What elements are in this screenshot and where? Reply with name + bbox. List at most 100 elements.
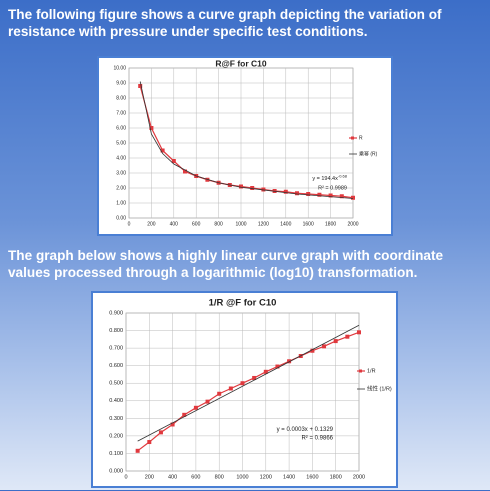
equation-base: y = 0.0003x + 0.1329 xyxy=(277,427,334,433)
data-point xyxy=(295,191,299,196)
r-squared: R² = 0.9989 xyxy=(318,185,347,191)
y-tick-label: 0.400 xyxy=(109,398,123,404)
data-point xyxy=(339,194,344,199)
chart-frame: 1/R @F for C10 0.000 0.100 0.200 0.300 0.400 0… xyxy=(91,291,398,488)
data-point xyxy=(205,399,210,404)
x-tick-label: 1000 xyxy=(236,474,248,480)
x-tick-label: 1200 xyxy=(258,221,269,227)
data-point xyxy=(310,348,315,353)
chart-frame: R@F for C10 0.00 1.00 2.00 3.00 4.00 5.00 6.00 7… xyxy=(97,56,393,236)
x-tick-label: 1400 xyxy=(280,221,291,227)
x-tick-label: 800 xyxy=(214,221,223,227)
y-tick-label: 0.300 xyxy=(109,416,123,422)
x-tick-label: 600 xyxy=(191,474,200,480)
legend-marker xyxy=(359,369,362,373)
x-tick-label: 1000 xyxy=(235,221,246,227)
legend-label: R xyxy=(359,135,363,141)
y-tick-label: 0.900 xyxy=(109,310,123,316)
data-point xyxy=(228,386,233,391)
y-tick-label: 10.00 xyxy=(113,65,126,71)
data-point xyxy=(170,422,175,427)
x-tick-label: 600 xyxy=(192,221,201,227)
y-tick-label: 0.00 xyxy=(116,215,126,221)
data-point xyxy=(135,448,140,453)
y-tick-label: 0.100 xyxy=(109,451,123,457)
y-tick-label: 9.00 xyxy=(116,80,126,86)
x-tick-label: 2000 xyxy=(353,474,365,480)
data-point xyxy=(250,186,255,190)
legend-label: 线性 (1/R) xyxy=(367,384,392,392)
legend-label: 乘幂 (R) xyxy=(359,150,378,157)
data-point xyxy=(160,148,165,153)
chart: R@F for C10 0.00 1.00 2.00 3.00 4.00 5.00 6.00 7… xyxy=(113,58,378,227)
legend-marker xyxy=(351,136,354,140)
data-point xyxy=(239,184,243,189)
data-point xyxy=(147,440,152,445)
y-tick-label: 1.00 xyxy=(116,200,126,206)
data-point xyxy=(183,169,187,174)
trend-line xyxy=(137,324,360,442)
r-squared: R² = 0.9866 xyxy=(301,436,333,442)
y-tick-label: 0.800 xyxy=(109,328,123,334)
x-tick-label: 400 xyxy=(168,474,177,480)
data-point xyxy=(138,84,143,88)
data-point xyxy=(287,359,292,364)
data-point xyxy=(217,391,222,396)
x-tick-label: 1600 xyxy=(303,221,314,227)
trend-line xyxy=(139,81,354,199)
data-point xyxy=(306,192,311,196)
data-point xyxy=(283,189,288,194)
y-tick-label: 0.700 xyxy=(109,346,123,352)
x-tick-label: 1400 xyxy=(283,474,295,480)
y-tick-label: 0.200 xyxy=(109,433,123,439)
x-tick-label: 400 xyxy=(170,221,179,227)
equation-exponent: -0.68 xyxy=(338,174,348,179)
y-tick-label: 4.00 xyxy=(116,155,126,161)
equation-base: y = 194.4x xyxy=(312,176,338,182)
y-tick-label: 2.00 xyxy=(116,185,126,191)
data-point xyxy=(261,187,266,192)
data-point xyxy=(252,375,257,380)
x-tick-label: 1200 xyxy=(260,474,272,480)
data-point xyxy=(345,334,350,339)
x-tick-label: 0 xyxy=(124,474,127,480)
x-tick-label: 1800 xyxy=(325,221,336,227)
data-point xyxy=(171,159,176,163)
data-point xyxy=(158,430,163,435)
x-tick-label: 200 xyxy=(145,474,154,480)
data-point xyxy=(182,412,187,417)
y-tick-label: 0.500 xyxy=(109,381,123,387)
paragraph: The graph below shows a highly linear cu… xyxy=(8,248,444,280)
paragraph: The following figure shows a curve graph… xyxy=(8,7,442,39)
data-point xyxy=(351,195,355,200)
legend-label: 1/R xyxy=(367,368,376,374)
data-point xyxy=(322,344,327,349)
data-point xyxy=(333,339,338,344)
y-tick-label: 7.00 xyxy=(116,110,126,116)
data-point xyxy=(328,193,333,198)
x-tick-label: 0 xyxy=(128,221,131,227)
y-tick-label: 3.00 xyxy=(116,170,126,176)
equation: y = 0.0003x + 0.1329 xyxy=(277,427,334,433)
x-tick-label: 1800 xyxy=(330,474,342,480)
y-tick-label: 5.00 xyxy=(116,140,126,146)
chart-title: R@F for C10 xyxy=(215,58,267,68)
equation: y = 194.4x-0.68 xyxy=(312,174,347,183)
data-point xyxy=(317,192,322,197)
y-tick-label: 0.600 xyxy=(109,363,123,369)
data-point xyxy=(193,405,198,410)
data-point xyxy=(357,330,361,335)
y-tick-label: 6.00 xyxy=(116,125,126,131)
data-point xyxy=(149,126,154,130)
x-tick-label: 1600 xyxy=(306,474,318,480)
chart: 1/R @F for C10 0.000 0.100 0.200 0.300 0.400 0… xyxy=(109,298,392,481)
y-tick-label: 0.000 xyxy=(109,468,123,474)
x-tick-label: 200 xyxy=(147,221,156,227)
data-point xyxy=(240,381,245,386)
x-tick-label: 2000 xyxy=(347,221,358,227)
data-point xyxy=(263,369,268,374)
data-point xyxy=(275,364,280,369)
y-tick-label: 8.00 xyxy=(116,95,126,101)
chart-title: 1/R @F for C10 xyxy=(209,298,277,309)
